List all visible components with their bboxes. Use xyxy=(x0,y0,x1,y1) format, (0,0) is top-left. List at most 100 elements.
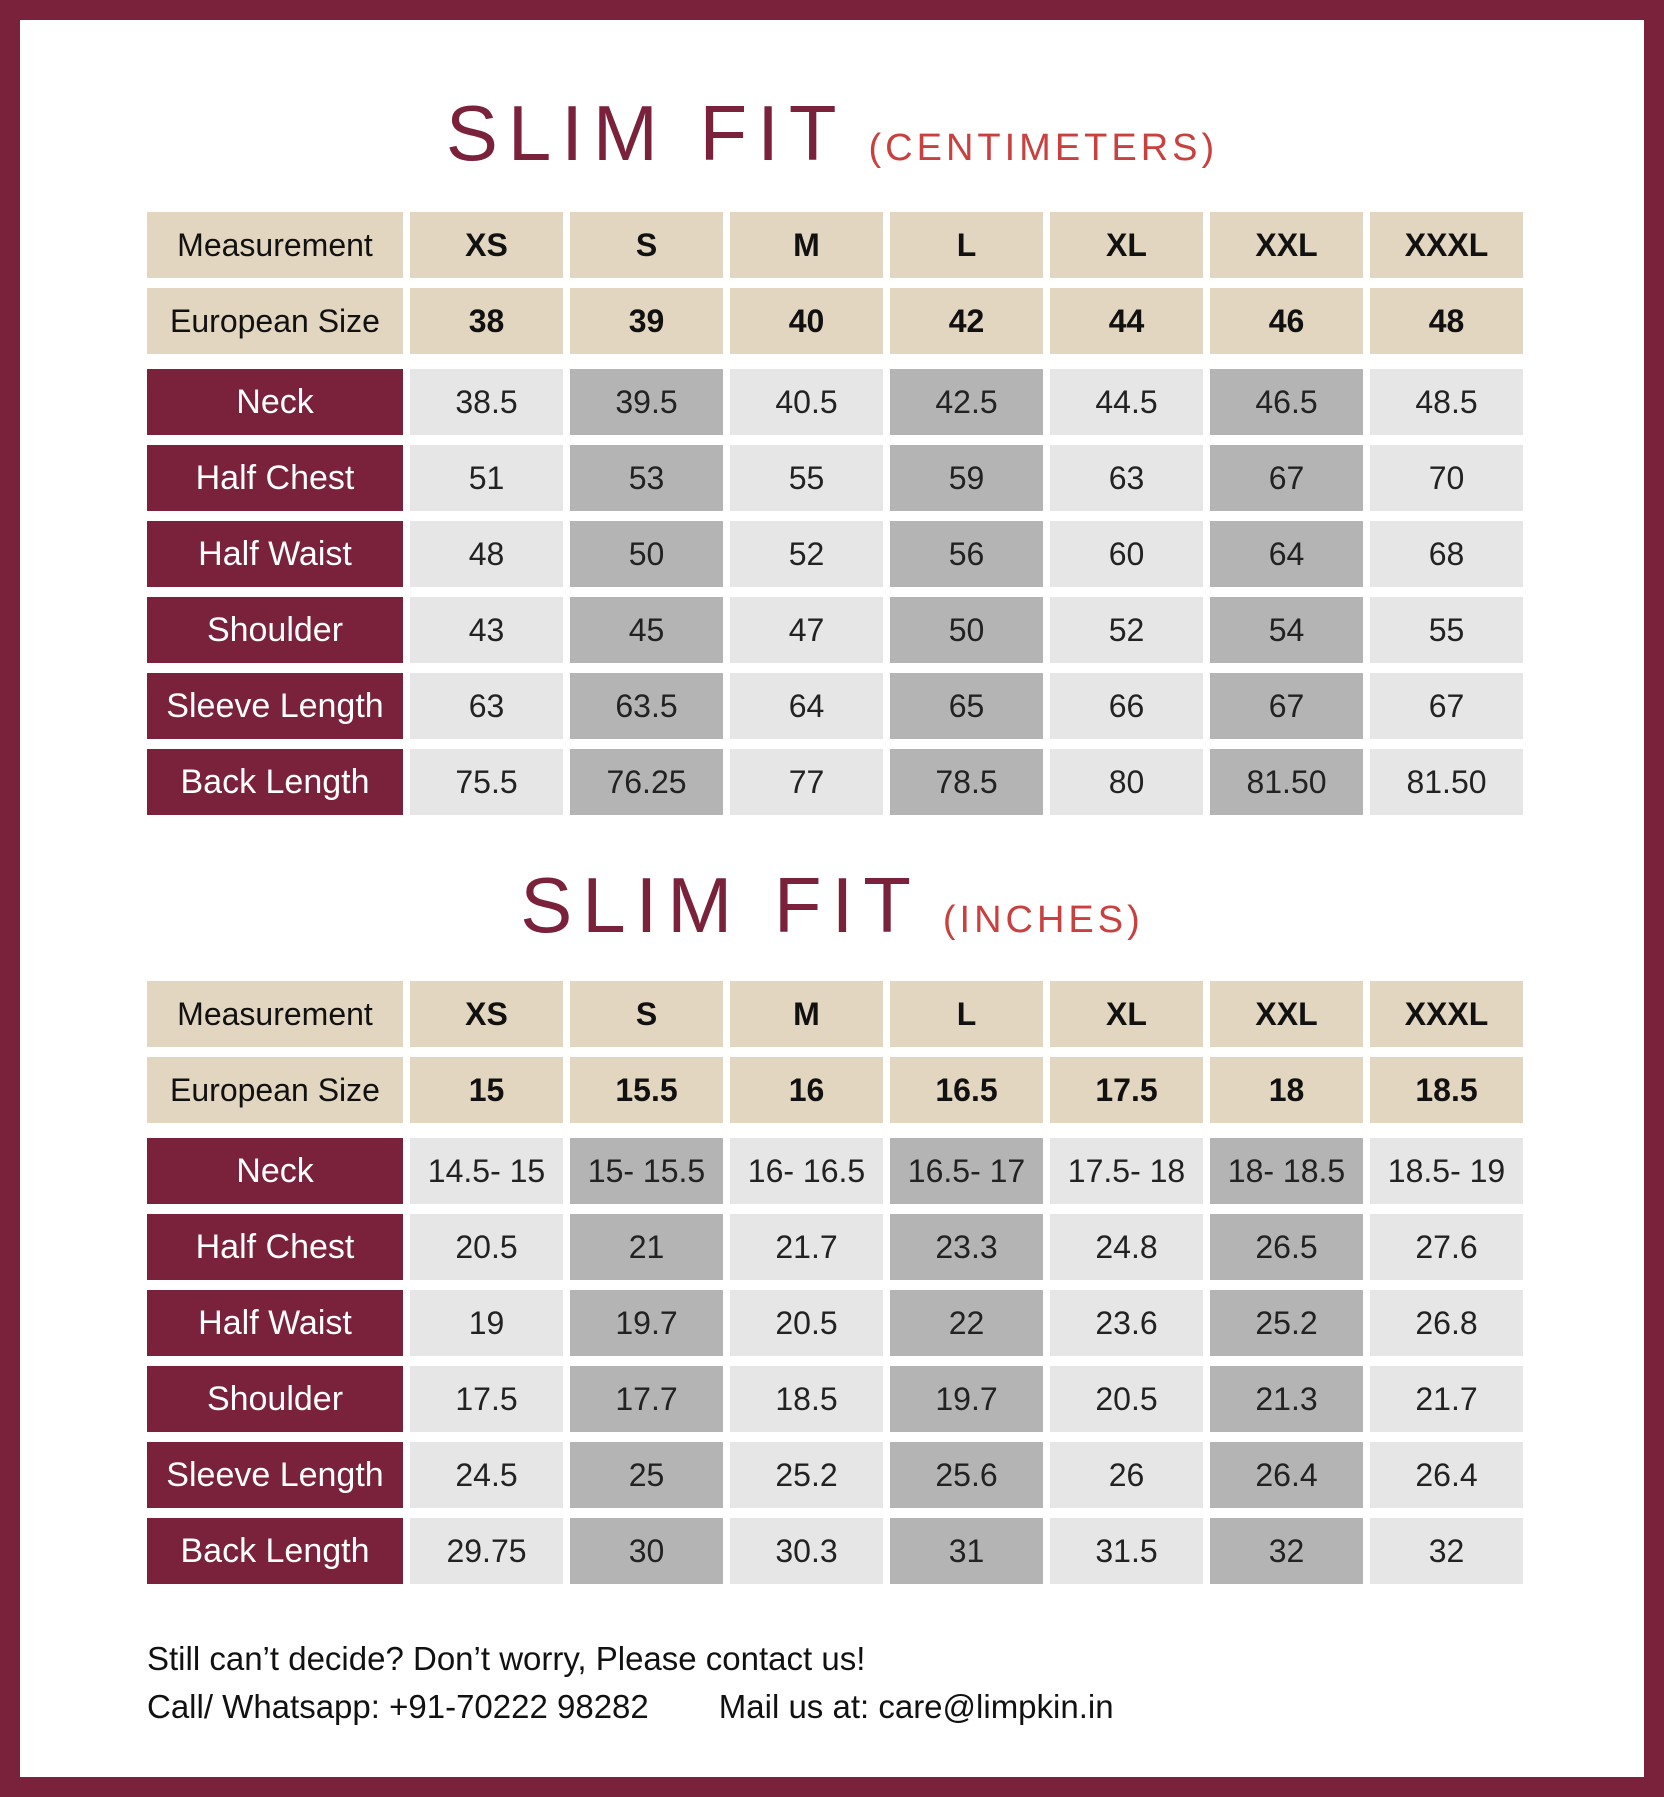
table-cell: 67 xyxy=(1210,673,1363,739)
title-main: SLIM FIT xyxy=(445,89,847,177)
table-cell: 20.5 xyxy=(410,1214,563,1280)
title-inches: SLIM FIT (INCHES) xyxy=(0,860,1664,951)
table-cell: 31 xyxy=(890,1518,1043,1584)
table-cell: 81.50 xyxy=(1210,749,1363,815)
table-cell: 30 xyxy=(570,1518,723,1584)
table-cell: 63 xyxy=(410,673,563,739)
table-cell: 52 xyxy=(730,521,883,587)
table-cell: 14.5- 15 xyxy=(410,1138,563,1204)
table-cell: 25.2 xyxy=(730,1442,883,1508)
phone-text: Call/ Whatsapp: +91-70222 98282 xyxy=(147,1688,649,1725)
table-cell: 21.7 xyxy=(1370,1366,1523,1432)
table-cell: 51 xyxy=(410,445,563,511)
table-cell: 25 xyxy=(570,1442,723,1508)
table-cell: 70 xyxy=(1370,445,1523,511)
table-cell: 50 xyxy=(890,597,1043,663)
title-unit: (INCHES) xyxy=(942,899,1144,941)
table-cell: 16- 16.5 xyxy=(730,1138,883,1204)
row-label: Sleeve Length xyxy=(147,1442,403,1508)
table-cell: 46 xyxy=(1210,288,1363,354)
table-row: Half Waist 19 19.7 20.5 22 23.6 25.2 26.8 xyxy=(147,1290,1523,1356)
table-cell: 80 xyxy=(1050,749,1203,815)
row-label: Neck xyxy=(147,369,403,435)
table-cell: 60 xyxy=(1050,521,1203,587)
table-row: Back Length 29.75 30 30.3 31 31.5 32 32 xyxy=(147,1518,1523,1584)
table-cell: 42.5 xyxy=(890,369,1043,435)
table-cell: 30.3 xyxy=(730,1518,883,1584)
table-row: Sleeve Length 63 63.5 64 65 66 67 67 xyxy=(147,673,1523,739)
table-cell: 25.6 xyxy=(890,1442,1043,1508)
table-cell: 24.8 xyxy=(1050,1214,1203,1280)
table-cell: 81.50 xyxy=(1370,749,1523,815)
table-cell: 48 xyxy=(1370,288,1523,354)
table-cell: 64 xyxy=(730,673,883,739)
title-unit: (CENTIMETERS) xyxy=(868,127,1219,169)
mail-text: Mail us at: care@limpkin.in xyxy=(718,1688,1114,1725)
table-cell: 22 xyxy=(890,1290,1043,1356)
table-cell: 19.7 xyxy=(570,1290,723,1356)
table-cell: 17.5 xyxy=(410,1366,563,1432)
table-row: Neck 38.5 39.5 40.5 42.5 44.5 46.5 48.5 xyxy=(147,369,1523,435)
row-label: Back Length xyxy=(147,1518,403,1584)
table-cell: 78.5 xyxy=(890,749,1043,815)
row-label: Neck xyxy=(147,1138,403,1204)
table-cell: S xyxy=(570,981,723,1047)
table-cell: 23.3 xyxy=(890,1214,1043,1280)
row-label: Measurement xyxy=(147,981,403,1047)
table-cell: 27.6 xyxy=(1370,1214,1523,1280)
table-cell: 54 xyxy=(1210,597,1363,663)
table-cell: 15.5 xyxy=(570,1057,723,1123)
table-cell: 26.5 xyxy=(1210,1214,1363,1280)
table-row: Neck 14.5- 15 15- 15.5 16- 16.5 16.5- 17 17.5… xyxy=(147,1138,1523,1204)
table-cell: XS xyxy=(410,981,563,1047)
size-table-centimeters: Measurement XS S M L XL XXL XXXL European Size 38… xyxy=(147,212,1523,825)
title-centimeters: SLIM FIT (CENTIMETERS) xyxy=(0,88,1664,179)
table-cell: 19.7 xyxy=(890,1366,1043,1432)
table-cell: 55 xyxy=(730,445,883,511)
row-label: Half Waist xyxy=(147,521,403,587)
table-cell: 18.5 xyxy=(730,1366,883,1432)
table-cell: 21.3 xyxy=(1210,1366,1363,1432)
table-row: Shoulder 43 45 47 50 52 54 55 xyxy=(147,597,1523,663)
table-row: European Size 38 39 40 42 44 46 48 xyxy=(147,288,1523,354)
table-cell: 26.8 xyxy=(1370,1290,1523,1356)
table-cell: 75.5 xyxy=(410,749,563,815)
footer-contact: Call/ Whatsapp: +91-70222 98282 Mail us a… xyxy=(147,1688,1114,1726)
table-cell: 59 xyxy=(890,445,1043,511)
table-cell: L xyxy=(890,212,1043,278)
table-cell: 16.5 xyxy=(890,1057,1043,1123)
table-cell: 19 xyxy=(410,1290,563,1356)
table-cell: M xyxy=(730,212,883,278)
table-cell: 64 xyxy=(1210,521,1363,587)
table-cell: XL xyxy=(1050,212,1203,278)
table-cell: 63.5 xyxy=(570,673,723,739)
table-row: Measurement XS S M L XL XXL XXXL xyxy=(147,212,1523,278)
table-cell: 21 xyxy=(570,1214,723,1280)
table-cell: 65 xyxy=(890,673,1043,739)
table-cell: 38 xyxy=(410,288,563,354)
table-cell: 29.75 xyxy=(410,1518,563,1584)
table-cell: XXXL xyxy=(1370,981,1523,1047)
table-cell: 77 xyxy=(730,749,883,815)
table-cell: 43 xyxy=(410,597,563,663)
table-cell: 67 xyxy=(1210,445,1363,511)
table-cell: 67 xyxy=(1370,673,1523,739)
table-row: Half Chest 20.5 21 21.7 23.3 24.8 26.5 27.6 xyxy=(147,1214,1523,1280)
table-cell: 44 xyxy=(1050,288,1203,354)
table-row: Back Length 75.5 76.25 77 78.5 80 81.50 81.50 xyxy=(147,749,1523,815)
table-cell: 40 xyxy=(730,288,883,354)
row-label: Sleeve Length xyxy=(147,673,403,739)
table-cell: 15- 15.5 xyxy=(570,1138,723,1204)
table-cell: 55 xyxy=(1370,597,1523,663)
footer-line-1: Still can’t decide? Don’t worry, Please … xyxy=(147,1640,866,1677)
row-label: Half Chest xyxy=(147,1214,403,1280)
table-cell: 48 xyxy=(410,521,563,587)
table-cell: 26 xyxy=(1050,1442,1203,1508)
row-label: Measurement xyxy=(147,212,403,278)
table-cell: 17.5- 18 xyxy=(1050,1138,1203,1204)
row-label: Half Waist xyxy=(147,1290,403,1356)
table-cell: XL xyxy=(1050,981,1203,1047)
table-cell: 56 xyxy=(890,521,1043,587)
table-cell: 17.5 xyxy=(1050,1057,1203,1123)
size-table-inches: Measurement XS S M L XL XXL XXXL European Size 15… xyxy=(147,981,1523,1594)
